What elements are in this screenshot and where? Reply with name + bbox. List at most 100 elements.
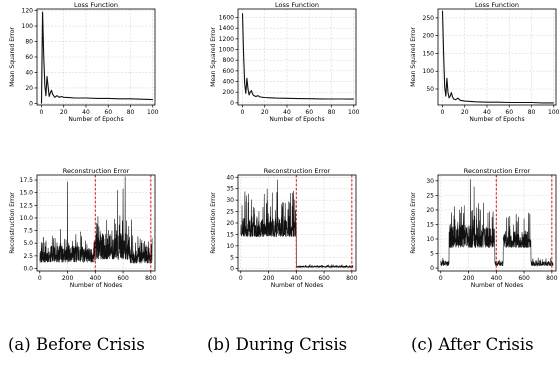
chart-title: Reconstruction Error [63, 167, 130, 175]
chart-title: Reconstruction Error [464, 167, 531, 175]
y-tick-label: 1200 [219, 36, 234, 43]
x-tick-label: 0 [441, 109, 445, 116]
x-tick-label: 800 [145, 275, 157, 282]
x-axis-label: Number of Epochs [68, 116, 123, 123]
y-tick-label: 10 [226, 243, 234, 250]
y-tick-label: 10.0 [20, 215, 34, 222]
y-tick-label: 1600 [219, 15, 234, 22]
x-tick-label: 100 [348, 109, 360, 116]
x-tick-label: 20 [461, 109, 469, 116]
x-tick-label: 0 [38, 275, 42, 282]
y-tick-label: 30 [226, 197, 234, 204]
x-tick-label: 800 [346, 275, 358, 282]
y-tick-label: 2.5 [23, 253, 33, 260]
y-tick-label: 25 [226, 209, 234, 216]
chart-loss-during: 0 20 40 60 80 1000200400600800100012001400160… [210, 1, 360, 123]
x-tick-label: 60 [505, 109, 513, 116]
y-axis-label: Mean Squared Error [210, 27, 217, 87]
x-tick-label: 800 [546, 275, 558, 282]
x-tick-label: 0 [239, 275, 243, 282]
y-tick-label: 17.5 [20, 177, 34, 184]
loss-series-line [241, 13, 354, 100]
chart-recon-after: 0 200 400 600 800 0 5 10 15 20 25 30 Reconstruction … [410, 167, 558, 289]
chart-recon-during: 0 200 400 600 800 0 5 10 15 20 25 30 35 40 Reconstruct… [210, 167, 358, 289]
x-axis-label: Number of Epochs [269, 116, 324, 123]
x-tick-label: 80 [528, 109, 536, 116]
y-tick-label: 15.0 [20, 190, 34, 197]
x-tick-label: 60 [305, 109, 313, 116]
x-tick-label: 80 [127, 109, 135, 116]
y-tick-label: 25 [426, 192, 434, 199]
y-tick-label: 30 [426, 178, 434, 185]
y-tick-label: 20 [426, 207, 434, 214]
y-tick-label: 35 [226, 186, 234, 193]
y-tick-label: 12.5 [20, 202, 34, 209]
x-tick-label: 400 [90, 275, 102, 282]
y-axis-label: Reconstruction Error [210, 192, 217, 254]
x-tick-label: 40 [82, 109, 90, 116]
x-tick-label: 200 [62, 275, 74, 282]
y-tick-label: 200 [423, 33, 435, 40]
y-tick-label: 200 [223, 89, 235, 96]
y-tick-label: 100 [423, 68, 435, 75]
reconstruction-error-series [440, 179, 554, 267]
y-tick-label: 40 [25, 69, 33, 76]
y-tick-label: 20 [226, 220, 234, 227]
y-tick-label: 5 [430, 251, 434, 258]
x-tick-label: 0 [241, 109, 245, 116]
y-axis-label: Mean Squared Error [410, 27, 417, 87]
x-tick-label: 200 [263, 275, 275, 282]
y-tick-label: 600 [223, 68, 235, 75]
reconstruction-error-series [240, 179, 354, 269]
x-axis-label: Number of Nodes [471, 282, 524, 289]
y-tick-label: 120 [22, 8, 34, 15]
x-tick-label: 400 [491, 275, 503, 282]
chart-title: Reconstruction Error [264, 167, 331, 175]
y-tick-label: 1000 [219, 47, 234, 54]
x-tick-label: 60 [104, 109, 112, 116]
x-axis-label: Number of Epochs [469, 116, 524, 123]
y-tick-label: 0 [230, 266, 234, 273]
x-axis-label: Number of Nodes [271, 282, 324, 289]
y-tick-label: 150 [423, 50, 435, 57]
y-tick-label: 1400 [219, 25, 234, 32]
x-axis-label: Number of Nodes [70, 282, 123, 289]
y-tick-label: 15 [426, 221, 434, 228]
caption-c: (c) After Crisis [411, 335, 534, 354]
y-tick-label: 800 [223, 57, 235, 64]
axes-frame [237, 8, 357, 106]
y-tick-label: 5.0 [23, 240, 33, 247]
y-tick-label: 40 [226, 174, 234, 181]
y-tick-label: 60 [25, 54, 33, 61]
loss-series-line [40, 11, 153, 104]
y-tick-label: 100 [22, 23, 34, 30]
y-tick-label: 7.5 [23, 228, 33, 235]
x-tick-label: 600 [318, 275, 330, 282]
y-axis-label: Mean Squared Error [9, 27, 16, 87]
x-tick-label: 100 [147, 109, 159, 116]
x-tick-label: 0 [40, 109, 44, 116]
chart-title: Loss Function [475, 1, 519, 9]
x-tick-label: 20 [60, 109, 68, 116]
axes-frame [437, 174, 557, 272]
y-tick-label: 0 [29, 100, 33, 107]
y-tick-label: 20 [25, 85, 33, 92]
x-tick-label: 600 [117, 275, 129, 282]
x-tick-label: 200 [463, 275, 475, 282]
x-tick-label: 20 [261, 109, 269, 116]
y-tick-label: 10 [426, 236, 434, 243]
y-tick-label: 5 [230, 254, 234, 261]
x-tick-label: 400 [291, 275, 303, 282]
caption-b: (b) During Crisis [207, 335, 348, 354]
y-tick-label: 50 [426, 86, 434, 93]
caption-a: (a) Before Crisis [8, 335, 145, 354]
y-tick-label: 0.0 [23, 265, 33, 272]
chart-loss-after: 0 20 40 60 80 100 50 100 150 200 250 Loss Function N… [410, 1, 560, 123]
axes-frame [36, 174, 156, 272]
y-tick-label: 250 [423, 15, 435, 22]
y-tick-label: 80 [25, 39, 33, 46]
reconstruction-error-series [39, 176, 153, 264]
y-tick-label: 0 [230, 100, 234, 107]
x-tick-label: 600 [518, 275, 530, 282]
